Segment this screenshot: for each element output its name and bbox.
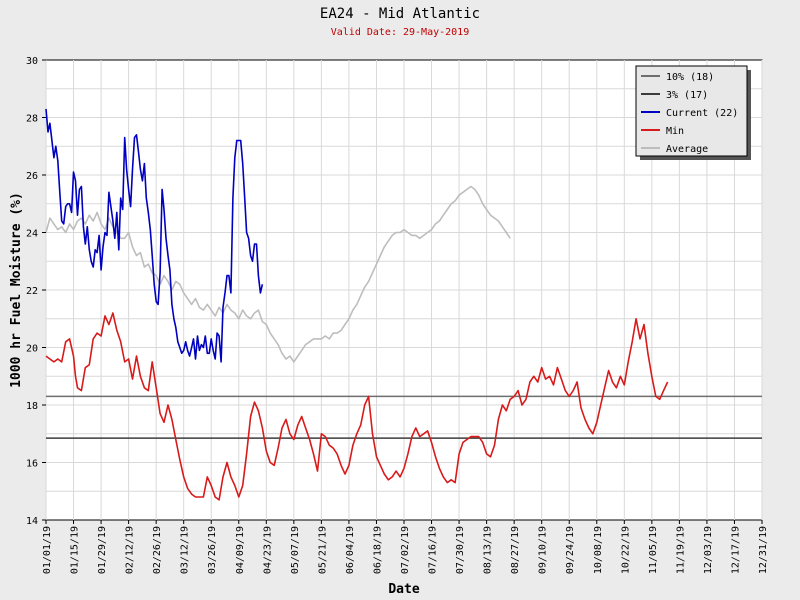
y-tick-label: 22 [26,286,38,297]
series-line [45,312,669,501]
x-tick-label: 07/02/19 [400,526,411,574]
chart-title: EA24 - Mid Atlantic [319,6,481,22]
x-tick-label: 03/26/19 [207,526,218,574]
legend-label: Min [666,126,684,137]
x-tick-label: 08/27/19 [510,526,521,574]
x-tick-label: 10/22/19 [620,526,631,574]
legend-label: 3% (17) [666,90,708,101]
x-tick-label: 07/30/19 [455,526,466,574]
y-axis-label: 1000 hr Fuel Moisture (%) [9,192,24,388]
x-tick-label: 05/21/19 [317,526,328,574]
legend-label: 10% (18) [666,72,714,83]
x-tick-label: 07/16/19 [428,526,439,574]
x-tick-label: 09/24/19 [565,526,576,574]
x-tick-label: 01/29/19 [97,526,108,574]
y-axis-ticks: 14 16 18 20 22 24 26 28 30 [26,56,46,527]
x-tick-label: 04/09/19 [235,526,246,574]
x-tick-label: 06/04/19 [345,526,356,574]
y-tick-label: 26 [26,171,38,182]
x-tick-label: 05/07/19 [290,526,301,574]
x-tick-label: 04/23/19 [262,526,273,574]
x-tick-label: 12/31/19 [758,526,769,574]
x-tick-label: 08/13/19 [483,526,494,574]
threshold-lines [46,395,762,439]
legend-label: Average [666,144,708,155]
x-tick-label: 11/19/19 [675,526,686,574]
x-tick-label: 12/03/19 [703,526,714,574]
data-series [45,108,669,501]
x-tick-label: 03/12/19 [180,526,191,574]
x-axis-ticks: 01/01/19 01/15/19 01/29/19 02/12/19 02/26/19… [42,520,769,574]
y-tick-label: 24 [26,229,38,240]
x-tick-label: 11/05/19 [648,526,659,574]
chart-subtitle: Valid Date: 29-May-2019 [330,27,470,38]
legend: 10% (18) 3% (17) Current (22) Min Average [635,65,751,160]
x-tick-label: 09/10/19 [538,526,549,574]
x-tick-label: 12/17/19 [730,526,741,574]
y-tick-label: 28 [26,114,38,125]
x-tick-label: 01/01/19 [42,526,53,574]
x-tick-label: 10/08/19 [593,526,604,574]
grid-lines [45,60,763,520]
series-line [45,185,511,363]
x-axis-label: Date [388,582,419,597]
y-tick-label: 30 [26,56,38,67]
y-tick-label: 16 [26,459,38,470]
x-tick-label: 02/26/19 [152,526,163,574]
x-tick-label: 06/18/19 [372,526,383,574]
legend-label: Current (22) [666,108,738,119]
y-tick-label: 20 [26,344,38,355]
series-line [45,108,264,363]
x-tick-label: 01/15/19 [70,526,81,574]
y-tick-label: 14 [26,516,38,527]
x-tick-label: 02/12/19 [125,526,136,574]
y-tick-label: 18 [26,401,38,412]
